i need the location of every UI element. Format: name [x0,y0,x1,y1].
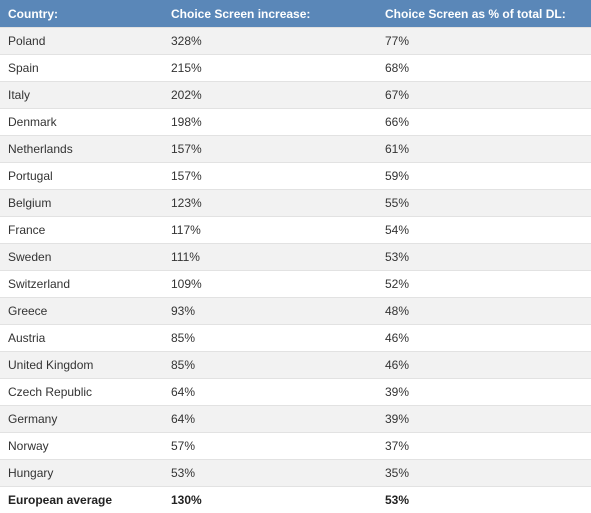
country-cell: Belgium [0,190,163,217]
increase-cell: 53% [163,460,377,487]
share-cell: 68% [377,55,591,82]
country-cell: Hungary [0,460,163,487]
country-cell: Poland [0,28,163,55]
header-row: Country: Choice Screen increase: Choice … [0,0,591,28]
total-share-cell: 53% [377,487,591,513]
total-increase-cell: 130% [163,487,377,513]
share-cell: 66% [377,109,591,136]
country-cell: Germany [0,406,163,433]
country-cell: Greece [0,298,163,325]
share-cell: 59% [377,163,591,190]
share-cell: 46% [377,352,591,379]
share-cell: 52% [377,271,591,298]
country-cell: Norway [0,433,163,460]
increase-cell: 111% [163,244,377,271]
total-label-cell: European average [0,487,163,513]
country-cell: Denmark [0,109,163,136]
country-cell: Switzerland [0,271,163,298]
country-cell: Czech Republic [0,379,163,406]
country-cell: Austria [0,325,163,352]
increase-cell: 57% [163,433,377,460]
increase-cell: 157% [163,163,377,190]
country-cell: Italy [0,82,163,109]
share-cell: 39% [377,379,591,406]
increase-cell: 85% [163,325,377,352]
share-cell: 53% [377,244,591,271]
share-cell: 55% [377,190,591,217]
share-cell: 46% [377,325,591,352]
increase-cell: 109% [163,271,377,298]
share-cell: 77% [377,28,591,55]
country-cell: Portugal [0,163,163,190]
country-cell: Spain [0,55,163,82]
country-cell: United Kingdom [0,352,163,379]
country-cell: Netherlands [0,136,163,163]
increase-cell: 157% [163,136,377,163]
share-cell: 37% [377,433,591,460]
increase-cell: 64% [163,406,377,433]
share-cell: 54% [377,217,591,244]
increase-cell: 117% [163,217,377,244]
increase-cell: 85% [163,352,377,379]
share-cell: 61% [377,136,591,163]
share-cell: 48% [377,298,591,325]
share-cell: 67% [377,82,591,109]
increase-cell: 123% [163,190,377,217]
increase-cell: 198% [163,109,377,136]
increase-cell: 215% [163,55,377,82]
increase-cell: 202% [163,82,377,109]
share-cell: 39% [377,406,591,433]
header-increase: Choice Screen increase: [163,0,377,28]
increase-cell: 64% [163,379,377,406]
country-cell: Sweden [0,244,163,271]
country-cell: France [0,217,163,244]
header-country: Country: [0,0,163,28]
increase-cell: 93% [163,298,377,325]
table-header: Country: Choice Screen increase: Choice … [0,0,591,28]
header-share: Choice Screen as % of total DL: [377,0,591,28]
increase-cell: 328% [163,28,377,55]
share-cell: 35% [377,460,591,487]
